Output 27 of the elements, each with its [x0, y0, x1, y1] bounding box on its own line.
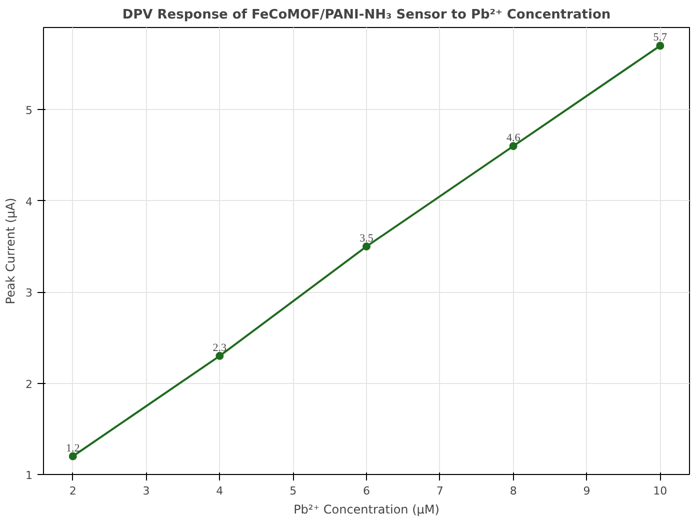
- data-label: 4.6: [506, 132, 521, 144]
- data-label: 1.2: [66, 442, 80, 454]
- y-tick-label: 2: [26, 378, 32, 391]
- x-tick-label: 6: [363, 484, 370, 498]
- x-tick-label: 3: [142, 484, 150, 498]
- data-label: 5.7: [653, 32, 668, 44]
- point: [656, 42, 664, 50]
- point: [68, 452, 77, 460]
- y-tick-label: 1: [26, 469, 32, 482]
- x-tick-label: 9: [583, 484, 590, 498]
- chart-title: DPV Response of FeCoMOF/PANI-NH₃ Sensor to Pb²⁺ Concentration: [122, 8, 611, 22]
- point: [509, 142, 518, 150]
- x-tick-label: 8: [510, 484, 517, 498]
- y-tick-label: 3: [26, 286, 32, 300]
- y-tick-label: 4: [26, 195, 32, 208]
- x-tick-label: 5: [290, 484, 297, 498]
- x-tick-label: 7: [436, 484, 444, 498]
- data-label: 3.5: [360, 232, 374, 244]
- data-label: 2.3: [212, 342, 228, 354]
- y-axis-title: Peak Current (µA): [4, 198, 18, 304]
- x-axis-title: Pb²⁺ Concentration (µM): [294, 502, 440, 516]
- x-tick-label: 4: [216, 484, 224, 498]
- point: [216, 352, 224, 360]
- x-tick-label: 10: [653, 484, 668, 498]
- x-tick-label: 2: [69, 484, 76, 498]
- point: [362, 242, 370, 250]
- y-tick-label: 5: [26, 104, 32, 118]
